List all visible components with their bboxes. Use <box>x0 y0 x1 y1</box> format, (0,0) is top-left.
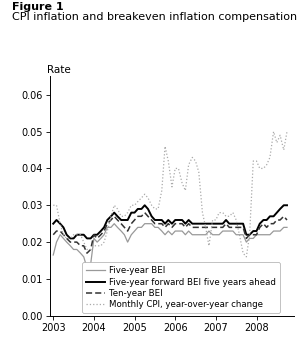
Five-year forward BEI five years ahead <box>52 222 55 226</box>
Five-year BEI <box>156 225 160 229</box>
Five-year forward BEI five years ahead <box>187 218 191 222</box>
Five-year forward BEI five years ahead <box>156 218 160 222</box>
Five-year forward BEI five years ahead <box>126 218 129 222</box>
Five-year forward BEI five years ahead <box>109 214 113 218</box>
Five-year BEI <box>52 253 55 257</box>
Text: Rate: Rate <box>47 65 71 75</box>
Five-year BEI <box>82 255 85 259</box>
Monthly CPI, year-over-year change <box>180 181 184 185</box>
Five-year forward BEI five years ahead <box>285 203 289 208</box>
Ten-year BEI <box>109 218 113 222</box>
Five-year forward BEI five years ahead <box>258 222 261 226</box>
Ten-year BEI <box>143 211 147 215</box>
Five-year BEI <box>187 229 191 233</box>
Five-year BEI <box>112 222 116 226</box>
Five-year BEI <box>85 266 89 270</box>
Line: Ten-year BEI: Ten-year BEI <box>53 213 287 253</box>
Legend: Five-year BEI, Five-year forward BEI five years ahead, Ten-year BEI, Monthly CPI: Five-year BEI, Five-year forward BEI fiv… <box>82 262 280 313</box>
Monthly CPI, year-over-year change <box>245 255 248 259</box>
Five-year forward BEI five years ahead <box>143 203 147 208</box>
Monthly CPI, year-over-year change <box>105 229 109 233</box>
Monthly CPI, year-over-year change <box>272 129 275 134</box>
Five-year BEI <box>285 225 289 229</box>
Five-year forward BEI five years ahead <box>68 236 72 240</box>
Monthly CPI, year-over-year change <box>123 214 126 218</box>
Ten-year BEI <box>258 225 261 229</box>
Line: Monthly CPI, year-over-year change: Monthly CPI, year-over-year change <box>53 132 287 257</box>
Ten-year BEI <box>285 218 289 222</box>
Monthly CPI, year-over-year change <box>150 203 153 208</box>
Text: Figure 1: Figure 1 <box>12 2 64 12</box>
Text: CPI inflation and breakeven inflation compensation: CPI inflation and breakeven inflation co… <box>12 12 297 22</box>
Five-year BEI <box>129 232 133 237</box>
Monthly CPI, year-over-year change <box>52 203 55 208</box>
Line: Five-year forward BEI five years ahead: Five-year forward BEI five years ahead <box>53 205 287 238</box>
Ten-year BEI <box>126 229 129 233</box>
Line: Five-year BEI: Five-year BEI <box>53 224 287 268</box>
Ten-year BEI <box>187 222 191 226</box>
Monthly CPI, year-over-year change <box>82 240 85 244</box>
Five-year BEI <box>258 232 261 237</box>
Five-year forward BEI five years ahead <box>85 236 89 240</box>
Ten-year BEI <box>82 244 85 248</box>
Ten-year BEI <box>85 251 89 255</box>
Monthly CPI, year-over-year change <box>285 129 289 134</box>
Ten-year BEI <box>156 222 160 226</box>
Five-year BEI <box>109 225 113 229</box>
Monthly CPI, year-over-year change <box>255 159 258 163</box>
Ten-year BEI <box>52 232 55 237</box>
